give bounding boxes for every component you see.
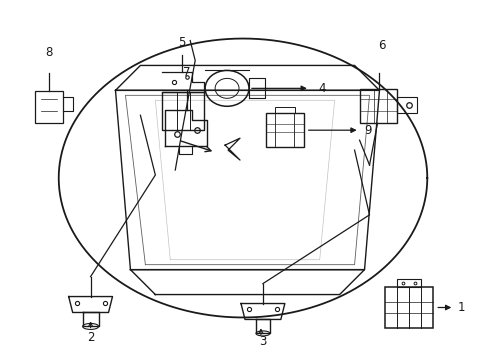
Bar [265, 113, 303, 147]
Text: 8: 8 [45, 46, 52, 59]
Text: 2: 2 [87, 331, 94, 344]
Text: 6: 6 [377, 39, 385, 52]
Text: 1: 1 [456, 301, 464, 314]
Text: 7: 7 [183, 66, 191, 79]
Bar [162, 92, 203, 130]
Text: 5: 5 [178, 36, 185, 49]
Bar [397, 279, 421, 287]
Bar [274, 107, 294, 113]
Text: 3: 3 [259, 335, 266, 348]
Text: 4: 4 [317, 82, 325, 95]
Bar [397, 97, 416, 113]
Bar [35, 91, 62, 123]
Text: 9: 9 [363, 124, 370, 137]
Bar [385, 287, 432, 328]
Bar [359, 89, 397, 123]
